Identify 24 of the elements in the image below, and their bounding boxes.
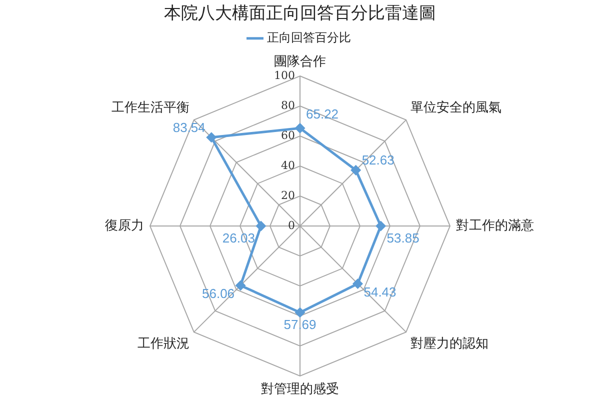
legend-label: 正向回答百分比	[267, 30, 351, 45]
y-tick-label: 0	[288, 218, 295, 232]
data-label: 53.85	[386, 230, 420, 246]
spoke-label: 團隊合作	[274, 54, 326, 70]
chart-title: 本院八大構面正向回答百分比雷達圖	[164, 4, 436, 24]
data-label: 54.43	[364, 284, 396, 300]
y-tick-label: 20	[281, 188, 295, 202]
spoke-label: 對工作的滿意	[456, 218, 534, 234]
data-label: 57.69	[284, 317, 316, 332]
data-label: 83.54	[172, 120, 206, 135]
spoke-label: 工作狀況	[138, 336, 190, 352]
spoke-label: 對管理的感受	[261, 382, 339, 398]
data-label: 52.63	[362, 152, 394, 168]
spoke-label: 對壓力的認知	[410, 336, 488, 352]
y-tick-label: 100	[274, 68, 295, 82]
y-tick-label: 40	[281, 158, 295, 172]
data-label: 65.22	[306, 106, 339, 122]
spoke-label: 單位安全的風氣	[410, 99, 502, 116]
spoke-label: 復原力	[105, 218, 144, 234]
y-tick-label: 80	[281, 98, 295, 112]
spoke-label: 工作生活平衡	[112, 100, 190, 116]
data-label: 26.03	[222, 230, 255, 246]
data-label: 56.06	[202, 286, 235, 302]
y-tick-label: 60	[281, 128, 295, 142]
